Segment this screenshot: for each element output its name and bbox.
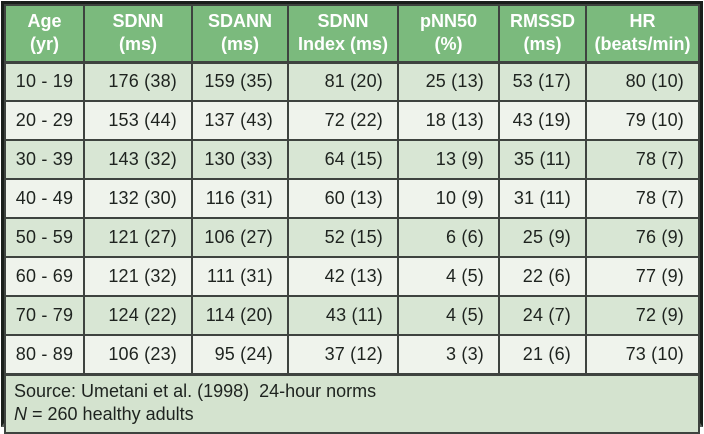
value-cell: 25 (13) <box>397 61 500 102</box>
header-line: (ms) <box>220 34 259 55</box>
value-cell: 13 (9) <box>397 139 500 180</box>
value-cell: 137 (43) <box>191 100 289 141</box>
table-footer: Source: Umetani et al. (1998) 24-hour no… <box>4 372 700 434</box>
table-header: Age (yr) SDNN (ms) SDANN (ms) SDNN Index… <box>4 4 700 64</box>
header-line: (%) <box>434 34 463 55</box>
age-cell: 50 - 59 <box>4 217 85 258</box>
value-cell: 159 (35) <box>191 61 289 102</box>
value-cell: 4 (5) <box>397 295 500 336</box>
age-cell: 70 - 79 <box>4 295 85 336</box>
n-symbol: N <box>14 403 27 424</box>
value-cell: 76 (9) <box>585 217 700 258</box>
table-row: 10 - 19 176 (38) 159 (35) 81 (20) 25 (13) 53 … <box>4 61 700 102</box>
value-cell: 6 (6) <box>397 217 500 258</box>
value-cell: 106 (27) <box>191 217 289 258</box>
value-cell: 42 (13) <box>287 256 399 297</box>
header-line: pNN50 <box>419 11 477 32</box>
header-row: Age (yr) SDNN (ms) SDANN (ms) SDNN Index… <box>4 4 700 64</box>
value-cell: 21 (6) <box>498 334 587 375</box>
footer-note: Source: Umetani et al. (1998) 24-hour no… <box>4 372 700 434</box>
value-cell: 72 (9) <box>585 295 700 336</box>
value-cell: 73 (10) <box>585 334 700 375</box>
age-cell: 80 - 89 <box>4 334 85 375</box>
value-cell: 106 (23) <box>83 334 193 375</box>
value-cell: 95 (24) <box>191 334 289 375</box>
value-cell: 79 (10) <box>585 100 700 141</box>
value-cell: 52 (15) <box>287 217 399 258</box>
table-row: 60 - 69 121 (32) 111 (31) 42 (13) 4 (5) 22 (6… <box>4 256 700 297</box>
header-line: (ms) <box>523 34 562 55</box>
column-header-rmssd: RMSSD (ms) <box>498 4 587 64</box>
value-cell: 130 (33) <box>191 139 289 180</box>
value-cell: 81 (20) <box>287 61 399 102</box>
value-cell: 24 (7) <box>498 295 587 336</box>
value-cell: 78 (7) <box>585 178 700 219</box>
value-cell: 31 (11) <box>498 178 587 219</box>
column-header-hr: HR (beats/min) <box>585 4 700 64</box>
value-cell: 78 (7) <box>585 139 700 180</box>
value-cell: 25 (9) <box>498 217 587 258</box>
value-cell: 18 (13) <box>397 100 500 141</box>
column-header-sdnn-index: SDNN Index (ms) <box>287 4 399 64</box>
value-cell: 72 (22) <box>287 100 399 141</box>
age-cell: 40 - 49 <box>4 178 85 219</box>
value-cell: 22 (6) <box>498 256 587 297</box>
header-line: HR <box>629 11 656 32</box>
header-line: Age <box>27 11 62 32</box>
value-cell: 37 (12) <box>287 334 399 375</box>
value-cell: 35 (11) <box>498 139 587 180</box>
column-header-sdnn: SDNN (ms) <box>83 4 193 64</box>
age-cell: 60 - 69 <box>4 256 85 297</box>
sample-size-text: N = 260 healthy adults <box>14 403 692 426</box>
column-header-age: Age (yr) <box>4 4 85 64</box>
value-cell: 80 (10) <box>585 61 700 102</box>
value-cell: 3 (3) <box>397 334 500 375</box>
value-cell: 111 (31) <box>191 256 289 297</box>
value-cell: 114 (20) <box>191 295 289 336</box>
table-row: 40 - 49 132 (30) 116 (31) 60 (13) 10 (9) 31 (… <box>4 178 700 219</box>
value-cell: 43 (11) <box>287 295 399 336</box>
hrv-norms-table: Age (yr) SDNN (ms) SDANN (ms) SDNN Index… <box>4 4 700 434</box>
value-cell: 77 (9) <box>585 256 700 297</box>
value-cell: 121 (32) <box>83 256 193 297</box>
value-cell: 64 (15) <box>287 139 399 180</box>
column-header-pnn50: pNN50 (%) <box>397 4 500 64</box>
value-cell: 43 (19) <box>498 100 587 141</box>
table-row: 70 - 79 124 (22) 114 (20) 43 (11) 4 (5) 24 (7… <box>4 295 700 336</box>
table-row: 20 - 29 153 (44) 137 (43) 72 (22) 18 (13) 43 … <box>4 100 700 141</box>
header-line: RMSSD <box>509 11 575 32</box>
value-cell: 132 (30) <box>83 178 193 219</box>
value-cell: 121 (27) <box>83 217 193 258</box>
column-header-sdann: SDANN (ms) <box>191 4 289 64</box>
header-line: SDNN <box>317 11 369 32</box>
header-line: SDANN <box>207 11 272 32</box>
header-line: Index (ms) <box>297 34 389 55</box>
table-body: 10 - 19 176 (38) 159 (35) 81 (20) 25 (13) 53 … <box>4 61 700 375</box>
n-text: = 260 healthy adults <box>32 403 194 424</box>
table-row: 30 - 39 143 (32) 130 (33) 64 (15) 13 (9) 35 (… <box>4 139 700 180</box>
value-cell: 4 (5) <box>397 256 500 297</box>
header-line: (ms) <box>118 34 157 55</box>
value-cell: 116 (31) <box>191 178 289 219</box>
value-cell: 60 (13) <box>287 178 399 219</box>
footer-row: Source: Umetani et al. (1998) 24-hour no… <box>4 372 700 434</box>
age-cell: 10 - 19 <box>4 61 85 102</box>
value-cell: 176 (38) <box>83 61 193 102</box>
age-cell: 20 - 29 <box>4 100 85 141</box>
header-line: SDNN <box>112 11 164 32</box>
value-cell: 153 (44) <box>83 100 193 141</box>
value-cell: 124 (22) <box>83 295 193 336</box>
age-cell: 30 - 39 <box>4 139 85 180</box>
header-line: (yr) <box>29 34 59 55</box>
value-cell: 10 (9) <box>397 178 500 219</box>
header-line: (beats/min) <box>594 34 691 55</box>
value-cell: 53 (17) <box>498 61 587 102</box>
value-cell: 143 (32) <box>83 139 193 180</box>
table-row: 80 - 89 106 (23) 95 (24) 37 (12) 3 (3) 21 (6)… <box>4 334 700 375</box>
source-text: Source: Umetani et al. (1998) 24-hour no… <box>14 380 377 401</box>
table-row: 50 - 59 121 (27) 106 (27) 52 (15) 6 (6) 25 (9… <box>4 217 700 258</box>
